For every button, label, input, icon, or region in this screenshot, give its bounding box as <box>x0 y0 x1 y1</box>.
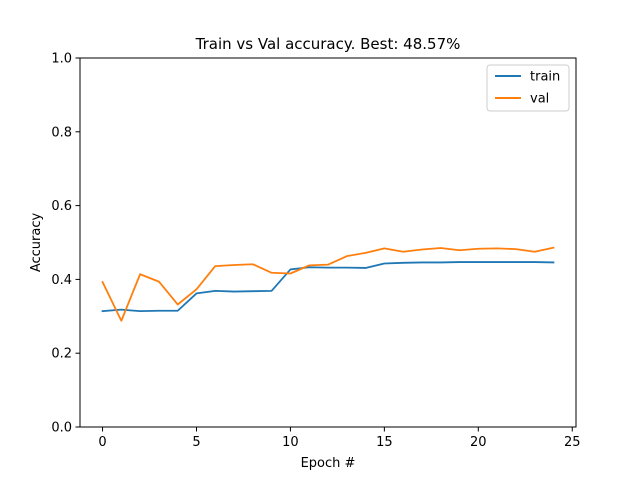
series-line-val <box>101 246 555 322</box>
x-tick-label: 10 <box>282 435 299 450</box>
x-axis-ticks: 0 5 10 15 20 25 <box>98 427 581 450</box>
y-axis-ticks: 0.0 0.2 0.4 0.6 0.8 1.0 <box>51 52 80 436</box>
legend-label-train: train <box>530 70 560 85</box>
x-axis-label: Epoch # <box>301 456 356 471</box>
plot-frame <box>79 57 577 428</box>
x-tick-label: 0 <box>98 435 106 450</box>
y-tick-label: 0.6 <box>51 199 72 214</box>
x-tick-label: 15 <box>376 435 393 450</box>
legend-label-val: val <box>530 92 549 107</box>
y-axis-label: Accuracy <box>29 213 44 273</box>
y-tick-label: 1.0 <box>51 52 72 67</box>
chart-title: Train vs Val accuracy. Best: 48.57% <box>195 35 461 53</box>
y-tick-label: 0.2 <box>51 347 72 362</box>
legend: train val <box>486 64 570 112</box>
plot-lines <box>101 246 555 322</box>
y-tick-label: 0.4 <box>51 273 72 288</box>
x-tick-label: 5 <box>192 435 200 450</box>
x-tick-label: 25 <box>564 435 581 450</box>
series-line-train <box>101 261 555 313</box>
y-tick-label: 0.8 <box>51 125 72 140</box>
x-tick-label: 20 <box>470 435 487 450</box>
y-tick-label: 0.0 <box>51 421 72 436</box>
